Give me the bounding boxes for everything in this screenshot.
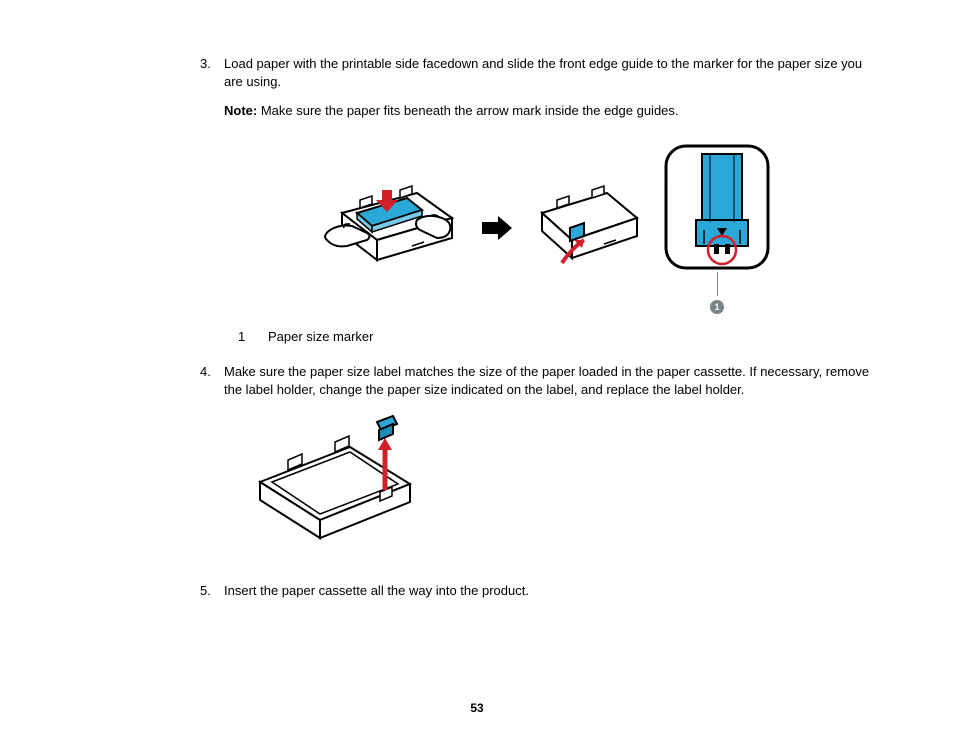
arrow-right-icon <box>482 216 512 240</box>
step-3-text: Load paper with the printable side faced… <box>224 56 862 89</box>
callout-marker-number: 1 <box>714 301 719 313</box>
tray-slide-icon <box>522 168 652 288</box>
step-4-number: 4. <box>200 363 224 398</box>
step-5: 5. Insert the paper cassette all the way… <box>200 582 884 600</box>
step-3-note: Note: Make sure the paper fits beneath t… <box>224 102 884 120</box>
page: 3. Load paper with the printable side fa… <box>0 0 954 738</box>
callout-leader-line <box>717 272 718 296</box>
figure-step-3: 1 <box>200 148 884 308</box>
step-5-text: Insert the paper cassette all the way in… <box>224 582 884 600</box>
callout-marker-badge: 1 <box>710 300 724 314</box>
step-5-number: 5. <box>200 582 224 600</box>
tray-label-icon <box>240 412 440 552</box>
page-number: 53 <box>0 700 954 716</box>
figure-step-4 <box>240 412 884 552</box>
note-label: Note: <box>224 103 257 118</box>
legend-number: 1 <box>238 328 268 346</box>
step-3: 3. Load paper with the printable side fa… <box>200 55 884 134</box>
step-4-text: Make sure the paper size label matches t… <box>224 363 884 398</box>
tray-loading-icon <box>312 168 472 288</box>
step-3-body: Load paper with the printable side faced… <box>224 55 884 134</box>
step-3-number: 3. <box>200 55 224 134</box>
callout-detail: 1 <box>662 142 772 314</box>
step-4: 4. Make sure the paper size label matche… <box>200 363 884 398</box>
legend-label: Paper size marker <box>268 328 373 346</box>
legend-row: 1 Paper size marker <box>238 328 884 346</box>
note-text: Make sure the paper fits beneath the arr… <box>257 103 678 118</box>
callout-box-icon <box>662 142 772 272</box>
